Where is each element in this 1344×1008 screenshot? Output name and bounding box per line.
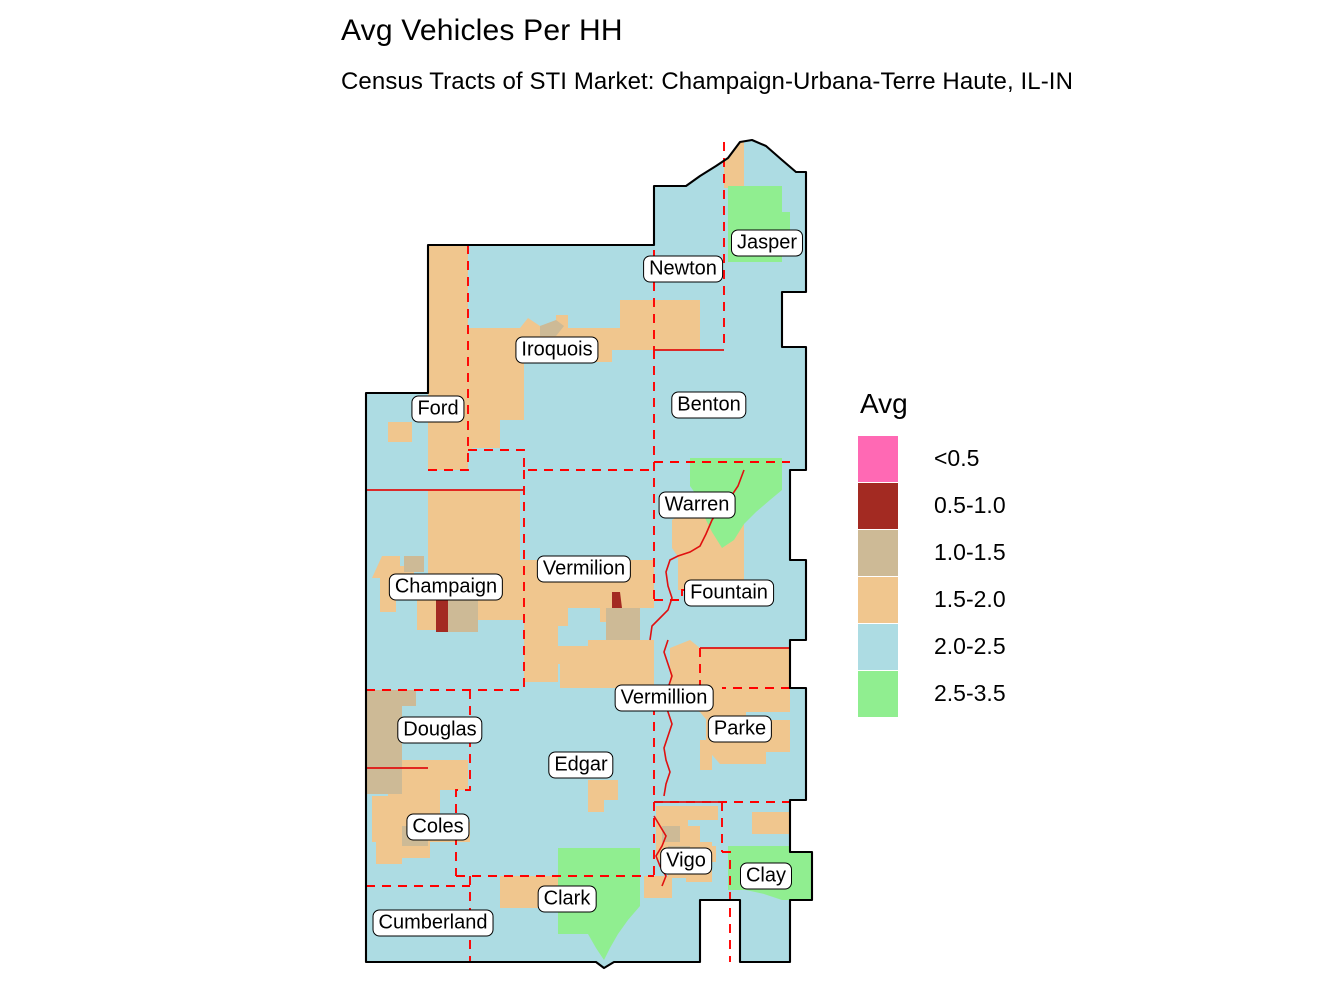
legend-swatch	[858, 529, 898, 576]
legend-swatch	[858, 576, 898, 623]
map-legend: Avg <0.5 0.5-1.0 1.0-1.5 1.5-2.0 2.0-2.5 2.5-…	[858, 389, 1058, 717]
county-label-jasper[interactable]: Jasper	[730, 229, 804, 257]
county-label-vermillion[interactable]: Vermillion	[614, 684, 714, 712]
county-label-vermilion[interactable]: Vermilion	[536, 555, 632, 583]
market-outline	[364, 138, 814, 970]
legend-swatch	[858, 670, 898, 717]
county-label-vigo[interactable]: Vigo	[660, 847, 712, 875]
legend-label: <0.5	[934, 445, 980, 471]
legend-entry[interactable]: <0.5	[858, 435, 1058, 482]
county-label-coles[interactable]: Coles	[406, 813, 470, 841]
county-label-ford[interactable]: Ford	[411, 395, 465, 423]
county-label-warren[interactable]: Warren	[658, 491, 736, 519]
legend-entry[interactable]: 2.5-3.5	[858, 670, 1058, 717]
county-label-clark[interactable]: Clark	[537, 885, 597, 913]
county-label-iroquois[interactable]: Iroquois	[515, 336, 599, 364]
legend-label: 2.5-3.5	[934, 680, 1006, 706]
legend-entry[interactable]: 1.0-1.5	[858, 529, 1058, 576]
county-label-cumberland[interactable]: Cumberland	[372, 909, 494, 937]
county-label-douglas[interactable]: Douglas	[397, 716, 483, 744]
county-label-fountain[interactable]: Fountain	[684, 579, 774, 607]
page-subtitle: Census Tracts of STI Market: Champaign-U…	[341, 68, 1074, 95]
legend-label: 1.5-2.0	[934, 586, 1006, 612]
legend-title: Avg	[860, 388, 908, 419]
legend-swatch	[858, 435, 898, 482]
tract-group-0_5-1_0	[436, 592, 622, 632]
legend-entry[interactable]: 2.0-2.5	[858, 623, 1058, 670]
legend-label: 2.0-2.5	[934, 633, 1006, 659]
legend-swatch	[858, 623, 898, 670]
legend-swatch	[858, 482, 898, 529]
legend-label: 0.5-1.0	[934, 492, 1006, 518]
county-label-benton[interactable]: Benton	[671, 391, 747, 419]
county-label-clay[interactable]: Clay	[739, 862, 793, 890]
county-label-champaign[interactable]: Champaign	[388, 573, 504, 601]
county-label-edgar[interactable]: Edgar	[548, 751, 614, 779]
page-title: Avg Vehicles Per HH	[341, 14, 623, 47]
legend-label: 1.0-1.5	[934, 539, 1006, 565]
legend-entry[interactable]: 0.5-1.0	[858, 482, 1058, 529]
internal-solid-boundaries	[366, 349, 790, 803]
county-label-newton[interactable]: Newton	[643, 255, 723, 283]
tract-group-1_0-1_5	[366, 320, 690, 866]
legend-items: <0.5 0.5-1.0 1.0-1.5 1.5-2.0 2.0-2.5 2.5-3.5	[858, 435, 1058, 717]
county-label-parke[interactable]: Parke	[707, 715, 773, 743]
legend-entry[interactable]: 1.5-2.0	[858, 576, 1058, 623]
